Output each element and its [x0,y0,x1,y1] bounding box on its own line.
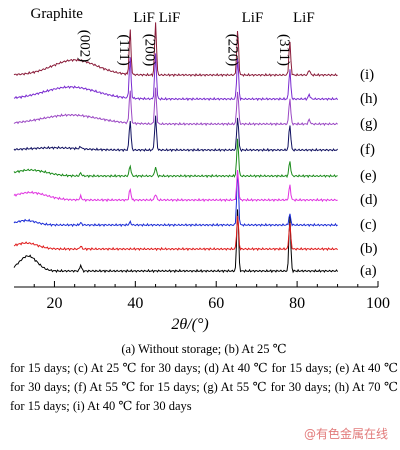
series-line-d [13,170,338,203]
series-line-b [13,215,338,252]
series-label: (e) [360,168,377,184]
peak-hkl-label: (002) [77,30,93,63]
series-label: (f) [360,142,375,158]
series-line-i [13,22,338,78]
series-line-c [13,170,338,228]
xrd-chart: Graphite(002)LiF(111)LiF(200)LiF(220)LiF… [13,6,390,333]
peak-compound-label: LiF [293,10,315,26]
peak-compound-label: LiF [133,10,155,26]
peak-hkl-label: (311) [276,34,292,66]
peak-hkl-label: (200) [142,34,158,67]
series-line-a [13,209,339,274]
peak-hkl-label: (220) [224,34,240,67]
series-label: (i) [360,67,374,83]
x-tick-label: 80 [289,295,305,312]
series-label: (h) [360,91,378,107]
series-labels: (a) (b) (c) (d) (e) (f) (g) (h) (i) [360,67,378,279]
plot-area [13,22,339,274]
x-tick-label: 100 [366,295,390,312]
peak-compound-label: Graphite [30,6,83,22]
series-line-e [13,138,338,179]
peak-labels: Graphite(002)LiF(111)LiF(200)LiF(220)LiF… [30,6,314,66]
series-line-h [13,53,339,102]
watermark: @有色金属在线 [303,427,388,441]
caption-body: for 15 days; (c) At 25 ℃ for 30 days; (d… [10,361,398,413]
series-label: (a) [360,263,377,279]
peak-compound-label: LiF [159,10,181,26]
series-line-g [13,87,338,127]
peak-hkl-label: (111) [116,34,132,65]
x-axis: 20 40 60 80 100 [14,281,390,312]
x-axis-label: 2θ/(°) [171,316,208,333]
series-label: (d) [360,192,378,208]
series-label: (g) [360,116,378,132]
x-tick-label: 40 [127,295,143,312]
peak-compound-label: LiF [242,10,264,26]
series-line-f [13,115,338,153]
x-tick-label: 20 [46,295,62,312]
caption-line-1: (a) Without storage; (b) At 25 ℃ [121,342,287,356]
series-label: (b) [360,241,378,257]
x-tick-label: 60 [208,295,224,312]
series-label: (c) [360,217,377,233]
